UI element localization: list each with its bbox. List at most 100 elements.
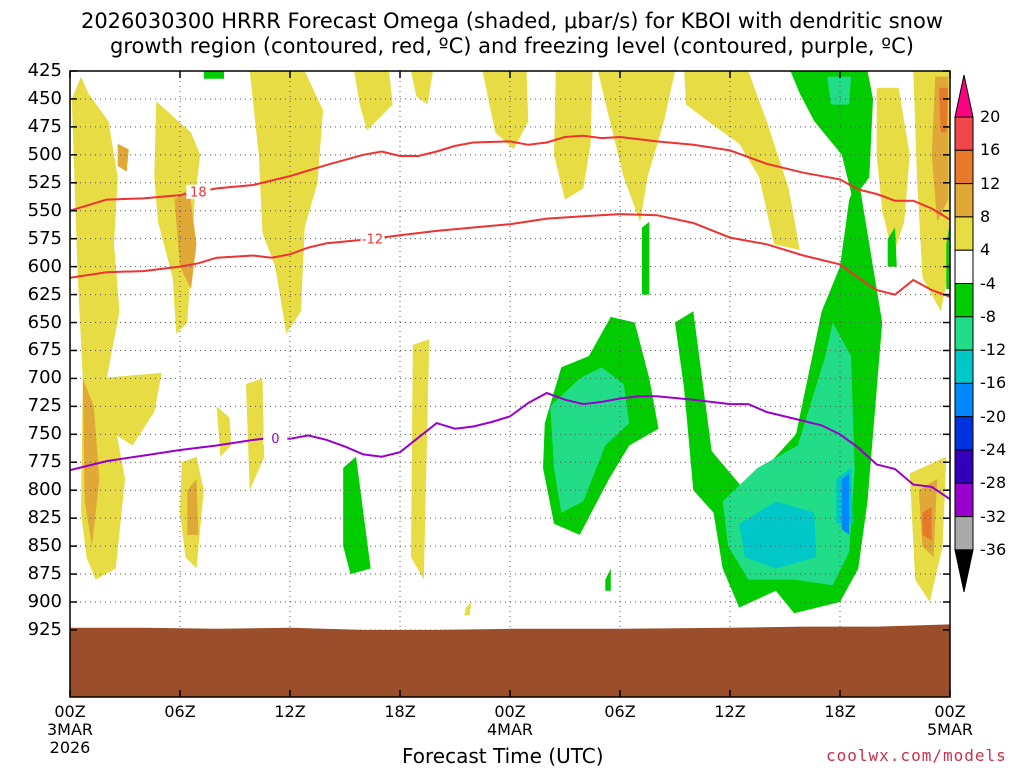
y-tick-label-925: 925 (27, 618, 62, 640)
dendritic-minus12-label-bg (360, 231, 385, 246)
x-tick-label-2-0: 12Z (274, 702, 306, 721)
colorbar-label-10: -24 (980, 440, 1007, 459)
x-tick-label-3-0: 18Z (384, 702, 416, 721)
colorbar-label-8: -16 (980, 373, 1007, 393)
colorbar-segment-8 (954, 349, 974, 384)
colorbar-label-6: -8 (980, 306, 996, 326)
axis-ticks (69, 70, 951, 697)
omega-region-up4-16 (464, 602, 472, 616)
y-tick-label-575: 575 (27, 227, 62, 249)
x-tick-label-8-1: 5MAR (926, 720, 974, 739)
colorbar-label-4: 4 (980, 240, 991, 260)
colorbar (954, 74, 974, 593)
y-tick-label-525: 525 (27, 171, 62, 193)
omega-region-down4-26 (203, 71, 224, 79)
colorbar-segment-14 (954, 549, 974, 593)
contour-labels: 18 -12 0 (186, 184, 385, 447)
chart-title-line-1: 2026030300 HRRR Forecast Omega (shaded, … (80, 9, 944, 33)
colorbar-segment-7 (954, 316, 974, 351)
colorbar-label-12: -32 (980, 506, 1007, 526)
colorbar-label-9: -20 (980, 406, 1007, 426)
colorbar-segment-12 (954, 482, 974, 518)
dendritic-minus12-line (70, 213, 950, 298)
y-tick-label-875: 875 (27, 563, 62, 585)
colorbar-segment-9 (954, 382, 974, 418)
x-tick-label-4-0: 00Z (494, 702, 526, 721)
x-tick-label-0-2: 2026 (49, 738, 91, 757)
freezing-level-0-label: 0 (271, 432, 279, 447)
omega-region-up4-10 (411, 339, 430, 580)
omega-region-down4-33 (887, 227, 897, 267)
y-tick-label-600: 600 (27, 255, 62, 277)
y-tick-label-800: 800 (27, 479, 62, 501)
x-tick-label-8-0: 00Z (934, 702, 966, 721)
y-tick-label-850: 850 (27, 535, 62, 557)
omega-region-down4-32 (790, 71, 873, 200)
dendritic-minus12-label: -12 (362, 233, 383, 248)
dendritic-minus18-line (70, 134, 950, 221)
x-tick-label-5-0: 06Z (604, 702, 636, 721)
y-tick-label-500: 500 (27, 143, 62, 165)
colorbar-label-5: -4 (980, 273, 996, 293)
y-tick-label-675: 675 (27, 339, 62, 361)
y-tick-label-775: 775 (27, 451, 62, 473)
omega-region-up4-13 (684, 71, 800, 250)
colorbar-segment-3 (954, 183, 974, 218)
omega-region-up4-4 (411, 71, 433, 105)
colorbar-segment-5 (954, 249, 974, 284)
x-tick-label-6-0: 12Z (714, 702, 746, 721)
omega-region-up8-20 (117, 143, 129, 172)
omega-region-up4-6 (97, 372, 162, 446)
omega-region-down4-27 (343, 456, 371, 575)
colorbar-segment-10 (954, 416, 974, 451)
colorbar-segment-13 (954, 516, 974, 551)
dendritic-minus18-label: 18 (190, 186, 207, 201)
colorbar-segment-2 (954, 149, 974, 185)
dendritic-minus18-label-bg (186, 184, 211, 199)
x-tick-label-0-1: 3MAR (46, 720, 94, 739)
colorbar-label-11: -28 (980, 473, 1007, 493)
omega-region-up4-14 (876, 87, 910, 256)
y-tick-label-900: 900 (27, 591, 62, 612)
omega-region-up4-11 (554, 71, 593, 200)
freezing-level-0-label-bg (263, 430, 288, 445)
y-tick-label-650: 650 (27, 311, 62, 333)
omega-region-up8-21 (187, 479, 199, 535)
y-tick-label-425: 425 (27, 60, 62, 81)
y-tick-label-825: 825 (27, 507, 62, 529)
chart-title-line-2: growth region (contoured, red, ºC) and f… (110, 34, 914, 58)
omega-region-up4-2 (249, 71, 323, 334)
x-tick-label-1-0: 06Z (164, 702, 196, 721)
x-axis-title: Forecast Time (UTC) (402, 744, 604, 768)
colorbar-label-13: -36 (980, 539, 1007, 559)
omega-region-down8-35 (550, 367, 630, 513)
omega-region-up4-3 (354, 71, 393, 131)
y-tick-label-550: 550 (27, 199, 62, 221)
colorbar-label-3: 8 (980, 206, 991, 226)
y-tick-label-450: 450 (27, 87, 62, 109)
omega-region-down4-29 (605, 568, 611, 591)
colorbar-segment-11 (954, 449, 974, 484)
omega-region-down12-38 (739, 501, 817, 569)
y-tick-label-725: 725 (27, 395, 62, 417)
omega-region-down4-30 (642, 221, 650, 295)
x-tick-label-4-1: 4MAR (486, 720, 534, 739)
y-tick-label-475: 475 (27, 115, 62, 137)
omega-region-down16-40 (841, 473, 850, 535)
colorbar-label-0: 20 (980, 107, 1001, 126)
omega-region-up4-12 (598, 71, 675, 222)
colorbar-label-1: 16 (980, 140, 1001, 160)
colorbar-segment-6 (954, 283, 974, 318)
colorbar-label-2: 12 (980, 173, 1001, 193)
x-tick-label-7-0: 18Z (824, 702, 856, 721)
omega-region-down8-37 (827, 76, 851, 105)
colorbar-segment-4 (954, 216, 974, 251)
terrain-fill (70, 624, 950, 697)
omega-region-up4-5 (482, 71, 529, 150)
omega-region-up12-24 (922, 507, 932, 541)
source-credit: coolwx.com/models (826, 746, 1007, 765)
y-tick-label-750: 750 (27, 423, 62, 445)
colorbar-segment-0 (954, 74, 974, 118)
y-tick-label-625: 625 (27, 283, 62, 305)
